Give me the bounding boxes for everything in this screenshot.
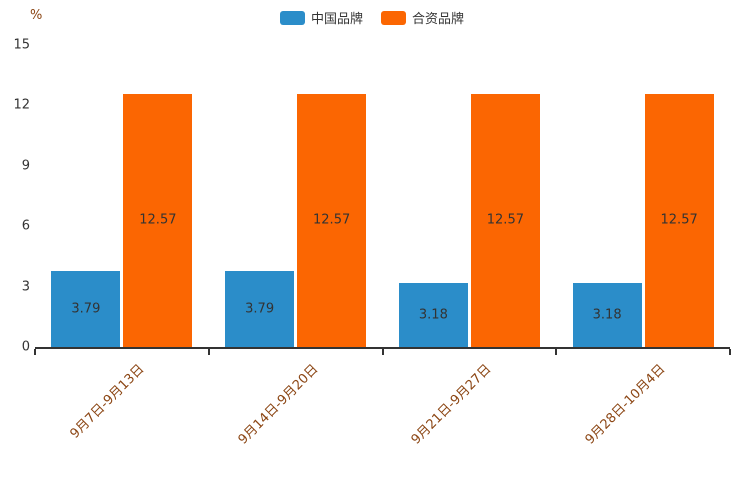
bar-value-label: 12.57	[486, 212, 524, 228]
bar-value-label: 3.18	[418, 307, 448, 323]
y-axis-tick-label: 15	[13, 37, 30, 53]
y-axis-tick-label: 12	[13, 97, 30, 113]
x-axis-tick	[207, 349, 210, 355]
bar-series-1-cat-0[interactable]	[123, 93, 193, 347]
x-axis-tick	[34, 349, 36, 355]
bar-value-label: 3.79	[71, 301, 101, 317]
bar-series-0-cat-3[interactable]	[572, 282, 642, 347]
bar-series-1-cat-3[interactable]	[644, 93, 714, 347]
x-axis-category-label: 9月21日-9月27日	[409, 361, 495, 448]
x-axis-tick	[729, 349, 731, 355]
legend-swatch-joint-venture-brand-icon	[381, 10, 406, 25]
bar-value-label: 3.18	[592, 307, 622, 323]
x-axis-category-label: 9月7日-9月13日	[67, 361, 148, 442]
y-axis-unit-label: %	[30, 8, 43, 23]
y-axis-tick-label: 3	[21, 279, 30, 295]
legend-swatch-china-brand-icon	[279, 10, 305, 25]
bar-series-0-cat-1[interactable]	[225, 270, 295, 347]
legend-item-joint-venture-brand[interactable]: 合资品牌	[381, 8, 464, 27]
bar-series-1-cat-1[interactable]	[297, 93, 367, 347]
bar-series-0-cat-0[interactable]	[51, 270, 121, 347]
y-axis-tick-label: 0	[21, 339, 30, 355]
bar-series-1-cat-2[interactable]	[470, 93, 540, 347]
y-axis-tick-label: 9	[21, 158, 30, 174]
bar-value-label: 12.57	[313, 212, 351, 228]
bar-value-label: 12.57	[139, 212, 177, 228]
bar-series-0-cat-2[interactable]	[398, 282, 468, 347]
x-axis-line	[35, 347, 730, 349]
x-axis-tick	[381, 349, 384, 355]
bar-value-label: 3.79	[245, 301, 275, 317]
x-axis-category-label: 9月28日-10月4日	[582, 361, 669, 448]
legend-item-china-brand[interactable]: 中国品牌	[279, 8, 363, 27]
y-axis-tick-label: 6	[21, 218, 30, 234]
legend: 中国品牌 合资品牌	[0, 8, 744, 27]
legend-label-china-brand: 中国品牌	[310, 12, 363, 27]
legend-label-joint-venture-brand: 合资品牌	[412, 12, 465, 27]
bar-value-label: 12.57	[660, 212, 698, 228]
x-axis-category-label: 9月14日-9月20日	[235, 361, 322, 448]
x-axis-tick	[555, 349, 558, 355]
